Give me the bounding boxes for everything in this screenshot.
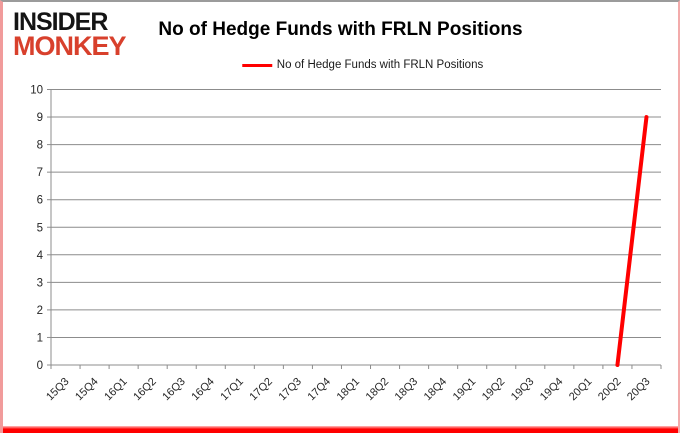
legend-label: No of Hedge Funds with FRLN Positions	[276, 59, 484, 71]
x-tick-label: 19Q3	[509, 376, 537, 404]
x-tick-label: 20Q3	[625, 376, 653, 404]
y-tick-label: 5	[37, 222, 43, 234]
x-tick-label: 16Q2	[131, 376, 159, 404]
x-tick-label: 18Q2	[364, 376, 392, 404]
x-tick-label: 17Q1	[218, 376, 246, 404]
y-tick-label: 0	[37, 360, 43, 372]
x-tick-label: 16Q4	[189, 376, 217, 404]
x-tick-label: 16Q3	[160, 376, 188, 404]
y-tick-label: 6	[37, 195, 43, 207]
x-tick-label: 18Q1	[335, 376, 363, 404]
chart-legend: No of Hedge Funds with FRLN Positions	[241, 59, 484, 71]
data-line	[615, 115, 649, 367]
x-tick-label: 19Q4	[538, 376, 566, 404]
x-tick-label: 20Q2	[596, 376, 624, 404]
x-tick-label: 15Q3	[44, 376, 72, 404]
y-tick-label: 8	[37, 140, 43, 152]
y-tick-label: 2	[37, 305, 43, 317]
logo-text-insider: INSIDER	[13, 8, 108, 36]
x-tick-label: 18Q3	[393, 376, 421, 404]
x-tick-label: 19Q2	[480, 376, 508, 404]
line-chart-plot: 0 1 2 3 4 5 6 7 8 9 10 15Q3 15Q4 16Q1 16Q2 16Q3 16Q4 17Q1…	[30, 85, 662, 404]
y-tick-label: 4	[37, 250, 44, 262]
logo-text-monkey: MONKEY	[13, 31, 127, 61]
y-tick-label: 7	[37, 167, 43, 179]
y-tick-label: 1	[37, 332, 43, 344]
x-tick-label: 19Q1	[451, 376, 479, 404]
x-tick-label: 16Q1	[102, 376, 130, 404]
bottom-red-bar	[3, 426, 678, 433]
x-tick-label: 17Q4	[306, 376, 334, 404]
x-tick-label: 15Q4	[73, 376, 101, 404]
x-tick-label: 20Q1	[567, 376, 595, 404]
y-tick-label: 10	[30, 85, 43, 97]
insider-monkey-logo: INSIDER MONKEY	[13, 8, 127, 61]
chart-title: No of Hedge Funds with FRLN Positions	[158, 19, 523, 40]
y-tick-label: 3	[37, 277, 43, 289]
x-tick-label: 17Q3	[277, 376, 305, 404]
y-tick-label: 9	[37, 112, 43, 124]
legend-line-swatch-icon	[241, 63, 272, 67]
x-tick-label: 17Q2	[247, 376, 275, 404]
x-tick-label: 18Q4	[422, 376, 450, 404]
